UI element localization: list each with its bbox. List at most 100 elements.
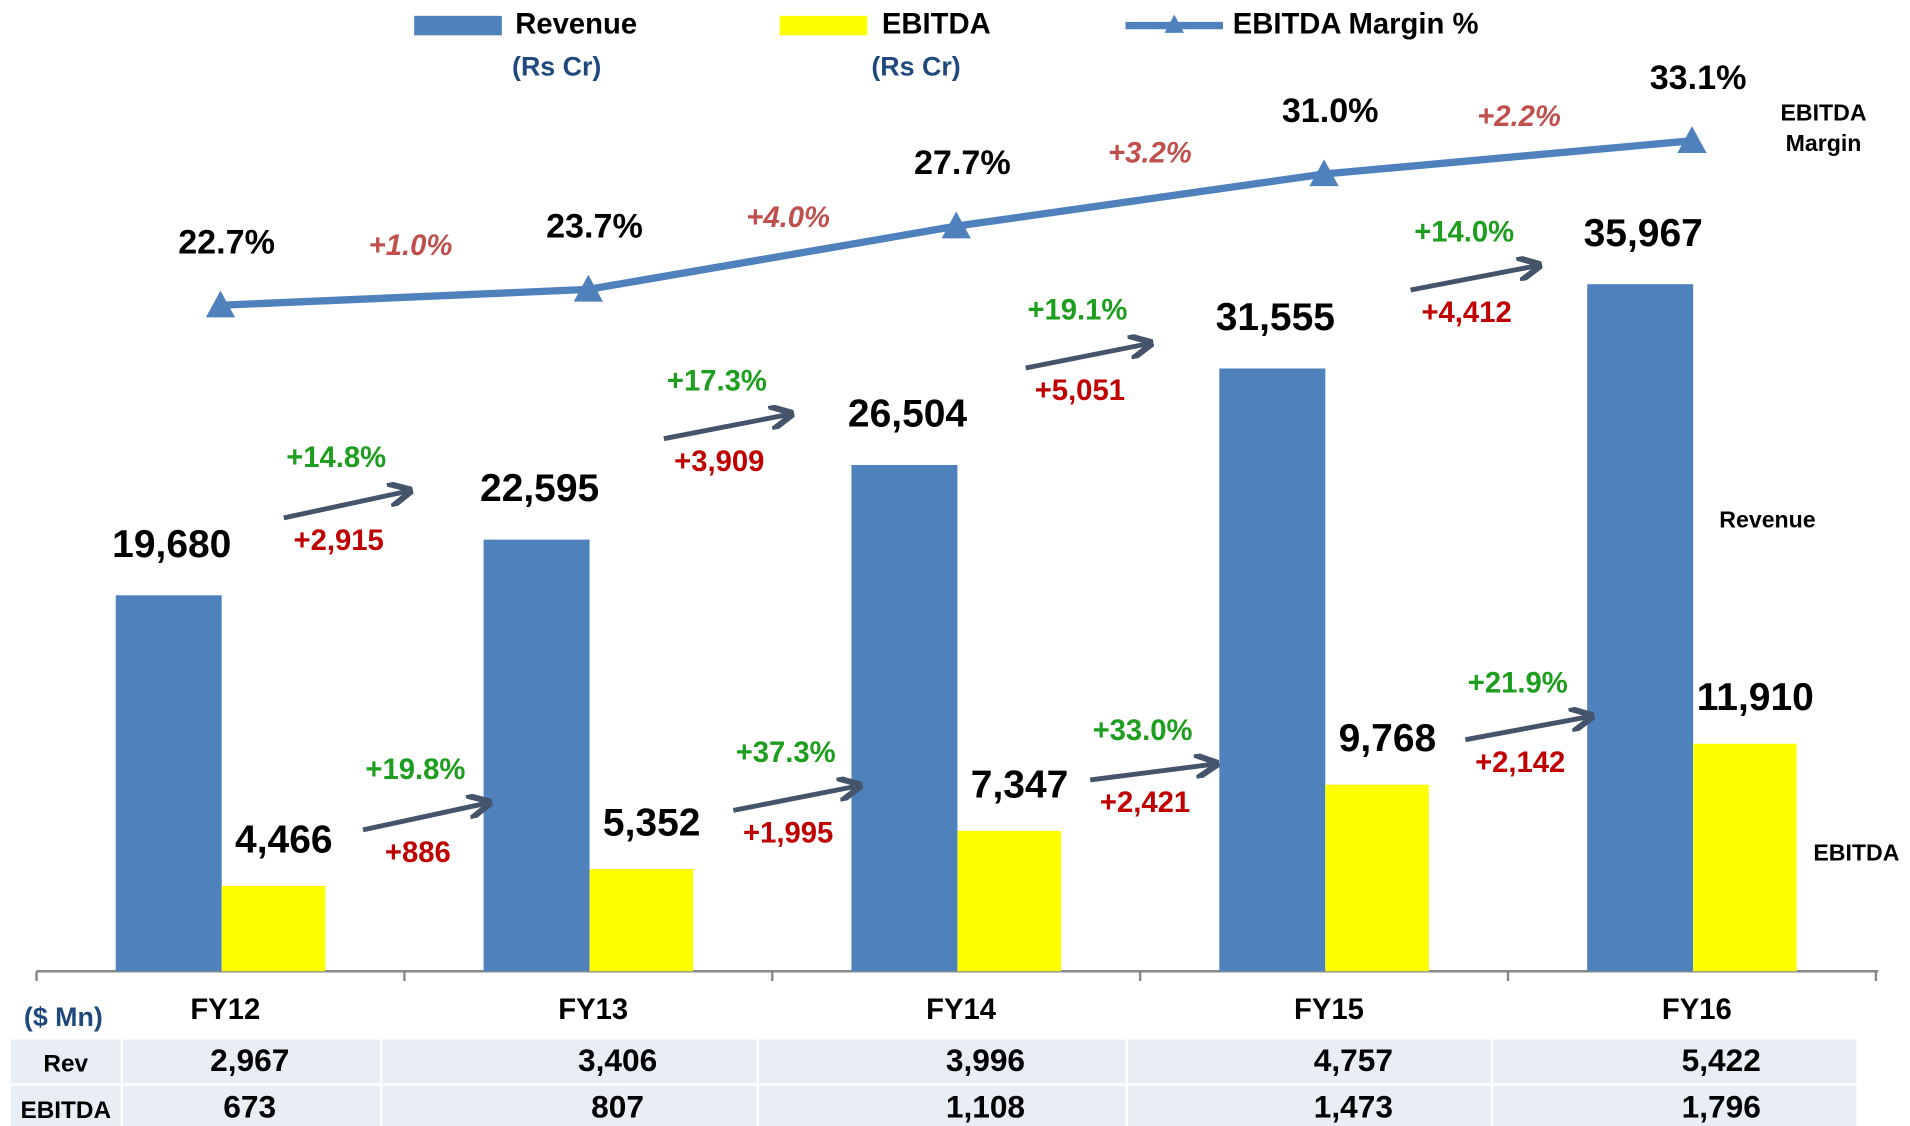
x-tick-label: FY14	[926, 994, 997, 1026]
growth-arrow	[1464, 717, 1589, 743]
growth-arrow	[1025, 344, 1149, 371]
x-tick-label: FY15	[1294, 994, 1364, 1026]
legend-unit: (Rs Cr)	[512, 51, 601, 81]
table-cell	[123, 1085, 381, 1126]
table-cell	[1127, 1039, 1491, 1084]
value-label: 33.1%	[1650, 59, 1747, 97]
table-cell	[10, 1085, 121, 1126]
value-label: 11,910	[1697, 676, 1814, 719]
table-value: 3,996	[946, 1042, 1025, 1078]
margin-change: +2.2%	[1477, 101, 1561, 133]
table-value: 1,108	[946, 1088, 1025, 1124]
value-label: 31,555	[1216, 296, 1335, 339]
margin-change: +3.2%	[1108, 137, 1192, 169]
legend-marker	[1164, 14, 1185, 33]
bar	[1693, 743, 1797, 972]
row-label: EBITDA	[20, 1097, 111, 1124]
bar	[851, 464, 958, 972]
side-label: EBITDA	[1780, 100, 1866, 126]
bar	[1219, 368, 1326, 972]
margin-marker	[1309, 159, 1339, 187]
table-cell	[10, 1039, 121, 1084]
growth-pct: +37.3%	[736, 737, 836, 769]
growth-abs: +2,915	[294, 525, 384, 557]
bar	[1325, 784, 1429, 972]
growth-abs: +1,995	[743, 817, 833, 849]
growth-pct: +17.3%	[667, 365, 767, 397]
bar	[115, 595, 222, 972]
bar	[589, 869, 694, 972]
value-label: 26,504	[848, 393, 967, 436]
growth-abs: +2,142	[1475, 747, 1565, 779]
table-cell	[1127, 1085, 1491, 1126]
growth-pct: +19.1%	[1027, 295, 1127, 327]
table-value: 1,796	[1682, 1088, 1761, 1124]
legend-swatch	[414, 15, 502, 36]
margin-change: +4.0%	[746, 202, 830, 234]
growth-pct: +33.0%	[1093, 715, 1193, 747]
legend-label: EBITDA Margin %	[1233, 8, 1479, 40]
table-value: 673	[223, 1088, 276, 1124]
growth-abs: +2,421	[1100, 787, 1190, 819]
legend-label: Revenue	[515, 8, 637, 40]
table-unit: ($ Mn)	[24, 1002, 103, 1032]
growth-abs: +5,051	[1035, 375, 1125, 407]
value-label: 23.7%	[546, 207, 643, 245]
table-cell	[382, 1039, 757, 1084]
side-label: Margin	[1786, 130, 1862, 156]
table-cell	[758, 1039, 1126, 1084]
value-label: 7,347	[971, 763, 1069, 806]
margin-marker	[941, 211, 971, 239]
legend: Revenue (Rs Cr) EBITDA (Rs Cr) EBITDA Ma…	[414, 8, 1478, 81]
growth-abs: +4,412	[1421, 297, 1511, 329]
growth-arrow	[1410, 266, 1538, 293]
growth-arrow	[732, 786, 857, 813]
table-cell	[1493, 1085, 1857, 1126]
bar	[1587, 284, 1694, 972]
x-tick-label: FY13	[558, 994, 628, 1026]
table-cell	[382, 1085, 757, 1126]
legend-swatch	[779, 15, 868, 36]
legend-unit: (Rs Cr)	[871, 51, 960, 81]
table-cell	[758, 1085, 1126, 1126]
value-label: 4,466	[235, 818, 333, 861]
table-value: 3,406	[578, 1042, 657, 1078]
value-label: 9,768	[1339, 717, 1437, 760]
growth-pct: +19.8%	[365, 754, 465, 786]
growth-arrow	[1089, 764, 1214, 783]
bar	[483, 539, 590, 972]
table-value: 5,422	[1682, 1042, 1761, 1078]
side-label: Revenue	[1719, 507, 1816, 533]
growth-abs: +886	[385, 837, 451, 869]
value-label: 5,352	[603, 801, 701, 844]
side-label: EBITDA	[1813, 839, 1899, 865]
table-value: 807	[591, 1088, 644, 1124]
bar	[221, 885, 326, 972]
growth-arrow	[362, 803, 487, 833]
value-label: 19,680	[112, 523, 231, 566]
x-tick-label: FY12	[190, 994, 260, 1026]
value-label: 22.7%	[178, 223, 275, 261]
margin-marker	[205, 290, 236, 318]
growth-arrow	[663, 414, 789, 442]
table-value: 2,967	[210, 1042, 289, 1078]
growth-pct: +21.9%	[1468, 668, 1568, 700]
value-label: 27.7%	[914, 144, 1011, 182]
growth-pct: +14.8%	[286, 442, 386, 474]
value-label: 31.0%	[1282, 92, 1379, 130]
table-value: 1,473	[1314, 1088, 1393, 1124]
margin-marker	[1677, 126, 1707, 153]
row-label: Rev	[43, 1051, 88, 1078]
growth-abs: +3,909	[674, 446, 764, 478]
table-value: 4,757	[1314, 1042, 1393, 1078]
legend-label: EBITDA	[882, 8, 991, 40]
growth-arrow	[283, 491, 408, 521]
margin-marker	[573, 274, 603, 302]
table-cell	[1493, 1039, 1857, 1084]
table-cell	[123, 1039, 381, 1084]
x-tick-label: FY16	[1662, 994, 1732, 1026]
margin-change: +1.0%	[369, 230, 453, 262]
value-label: 35,967	[1584, 212, 1703, 255]
growth-pct: +14.0%	[1414, 217, 1514, 249]
